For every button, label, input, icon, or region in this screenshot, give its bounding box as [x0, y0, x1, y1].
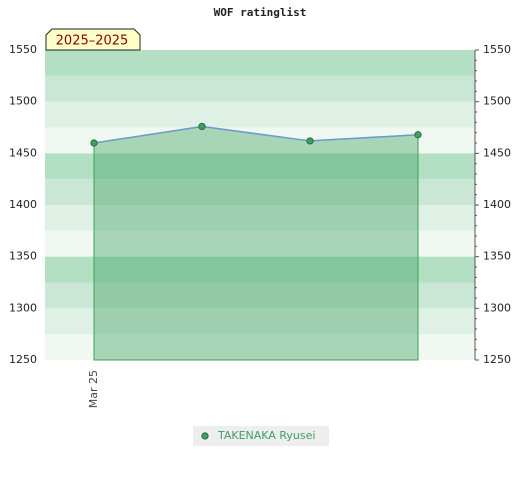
background-bands — [45, 50, 475, 360]
legend-box — [193, 426, 329, 446]
y2-tick-label: 1250 — [483, 353, 511, 366]
y-tick-label: 1300 — [9, 301, 37, 314]
band — [45, 75, 475, 102]
point — [198, 122, 206, 131]
y2-tick-label: 1300 — [483, 301, 511, 314]
y2-tick-label: 1400 — [483, 198, 511, 211]
y-tick-label: 1350 — [9, 250, 37, 263]
y-tick-label: 1250 — [9, 353, 37, 366]
band — [45, 230, 475, 257]
x-tick-label: Mar 25 — [87, 370, 100, 408]
chart-title: WOF ratinglist — [214, 6, 307, 19]
y-tick-label: 1400 — [9, 198, 37, 211]
band — [45, 153, 475, 180]
band — [45, 308, 475, 335]
y2-tick-label: 1450 — [483, 146, 511, 159]
badge-box — [45, 28, 141, 51]
y2-tick-label: 1350 — [483, 250, 511, 263]
band — [45, 205, 475, 231]
y-tick-label: 1550 — [9, 43, 37, 56]
y-tick-label: 1450 — [9, 146, 37, 159]
band — [45, 179, 475, 205]
band — [45, 101, 475, 128]
line — [93, 125, 419, 144]
point — [306, 137, 314, 145]
band — [45, 50, 475, 76]
band — [45, 127, 475, 154]
band — [45, 334, 475, 360]
badge-label: 2025–2025 — [56, 34, 129, 49]
point — [90, 139, 98, 147]
y2-tick-label: 1550 — [483, 43, 511, 56]
legend-label: TAKENAKA Ryusei — [217, 429, 315, 442]
legend-marker — [201, 432, 209, 440]
area — [93, 125, 419, 361]
point — [414, 131, 422, 139]
y-tick-label: 1500 — [9, 95, 37, 108]
band — [45, 256, 475, 283]
y2-tick-label: 1500 — [483, 95, 511, 108]
band — [45, 282, 475, 309]
